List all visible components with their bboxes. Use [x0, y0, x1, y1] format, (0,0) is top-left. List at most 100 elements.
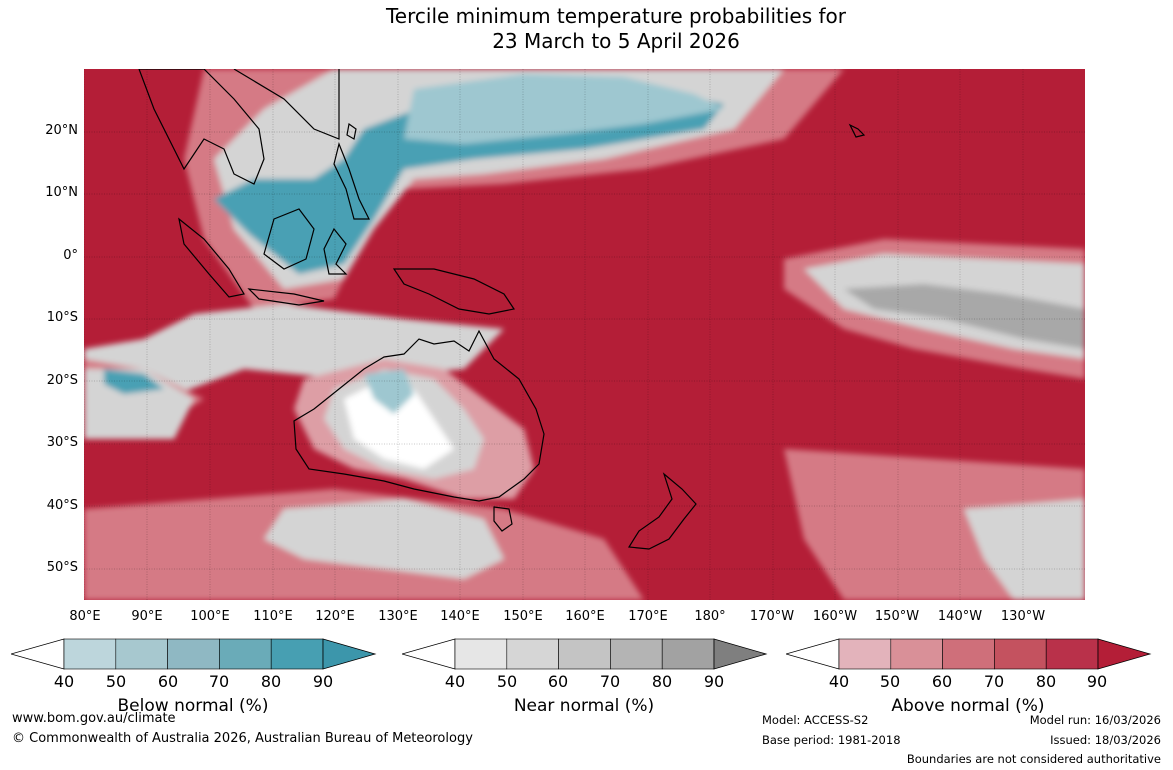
map-title: Tercile minimum temperature probabilitie… [0, 4, 1173, 54]
near-normal-swatch-40 [454, 638, 508, 670]
graticule [84, 69, 1085, 600]
lat-label-10n: 10°N [45, 185, 78, 200]
above-normal-swatch-40 [838, 638, 892, 670]
above-normal-extend-low [786, 638, 840, 670]
west-below [104, 369, 164, 394]
below-normal-swatch-40 [63, 638, 117, 670]
java-coast [247, 288, 325, 306]
lon-label-170w: 170°W [749, 609, 795, 624]
new-guinea-coast [392, 268, 515, 315]
near-normal-swatch-80 [661, 638, 715, 670]
near-normal-extend-low [402, 638, 456, 670]
near-tick-60: 60 [547, 672, 569, 691]
below-normal-swatch-70 [219, 638, 272, 670]
probability-map [84, 69, 1085, 600]
near-normal-extend-high [713, 638, 768, 670]
near-tick-90: 90 [703, 672, 725, 691]
southern-ocean-near [264, 499, 504, 579]
lat-label-30s: 30°S [46, 435, 78, 450]
hawaii-coast [848, 123, 866, 138]
above-normal-swatch-80 [1045, 638, 1099, 670]
australia-below [364, 369, 414, 414]
near-tick-40: 40 [444, 672, 466, 691]
model-text: Model: ACCESS-S2 [762, 713, 869, 727]
below-normal-swatch-80 [270, 638, 324, 670]
lon-label-170e: 170°E [628, 609, 668, 624]
lon-label-100e: 100°E [190, 609, 230, 624]
north-pacific-below-light [404, 74, 724, 144]
lat-label-0: 0° [63, 248, 78, 263]
australia-white [344, 379, 454, 469]
model-run-text: Model run: 16/03/2026 [1029, 713, 1161, 727]
coastlines [138, 69, 866, 550]
above-normal-swatch-50 [890, 638, 943, 670]
lat-label-50s: 50°S [46, 560, 78, 575]
title-line-1: Tercile minimum temperature probabilitie… [385, 4, 847, 28]
issued-text: Issued: 18/03/2026 [1050, 733, 1161, 747]
above-tick-70: 70 [983, 672, 1005, 691]
near-tick-80: 80 [651, 672, 673, 691]
disclaimer-text: Boundaries are not considered authoritat… [906, 752, 1161, 766]
taiwan-coast [346, 122, 357, 140]
near-tick-50: 50 [496, 672, 518, 691]
lon-label-140w: 140°W [937, 609, 983, 624]
lat-label-10s: 10°S [46, 310, 78, 325]
southeast-near [964, 499, 1085, 600]
lon-label-110e: 110°E [253, 609, 293, 624]
indochina-coast [138, 69, 265, 185]
lon-label-160e: 160°E [565, 609, 605, 624]
lat-label-40s: 40°S [46, 498, 78, 513]
copyright-text: © Commonwealth of Australia 2026, Austra… [12, 731, 473, 746]
above-tick-90: 90 [1086, 672, 1108, 691]
sumatra-coast [178, 217, 245, 298]
tasmania-coast [493, 506, 513, 532]
lon-label-150e: 150°E [503, 609, 543, 624]
new-zealand-coast [627, 472, 697, 550]
lon-label-160w: 160°W [812, 609, 858, 624]
above-normal-colorbar [786, 638, 1152, 670]
above-normal-label: Above normal (%) [891, 696, 1045, 716]
above-tick-40: 40 [828, 672, 850, 691]
lon-label-80e: 80°E [69, 609, 101, 624]
below-normal-extend-high [322, 638, 377, 670]
below-tick-50: 50 [105, 672, 127, 691]
near-normal-swatch-50 [506, 638, 559, 670]
north-pacific-below [214, 84, 724, 274]
lon-label-130e: 130°E [378, 609, 418, 624]
lon-label-90e: 90°E [131, 609, 163, 624]
lat-label-20s: 20°S [46, 373, 78, 388]
lon-label-140e: 140°E [440, 609, 480, 624]
below-tick-90: 90 [312, 672, 334, 691]
above-tick-60: 60 [931, 672, 953, 691]
below-normal-swatch-50 [115, 638, 168, 670]
below-normal-label: Below normal (%) [117, 696, 269, 716]
below-tick-70: 70 [208, 672, 230, 691]
below-tick-40: 40 [53, 672, 75, 691]
lon-label-180: 180° [694, 609, 726, 624]
east-pacific-near-dark [844, 284, 1085, 349]
below-normal-swatch-60 [167, 638, 220, 670]
lon-label-150w: 150°W [874, 609, 920, 624]
above-normal-swatch-60 [942, 638, 995, 670]
near-normal-swatch-60 [558, 638, 611, 670]
title-line-2: 23 March to 5 April 2026 [492, 29, 740, 53]
australia-coast [293, 329, 545, 502]
near-normal-swatch-70 [610, 638, 663, 670]
lat-label-20n: 20°N [45, 123, 78, 138]
below-normal-colorbar [11, 638, 377, 670]
sulawesi-coast [323, 227, 348, 275]
below-tick-60: 60 [157, 672, 179, 691]
base-period-text: Base period: 1981-2018 [762, 733, 901, 747]
below-normal-extend-low [11, 638, 65, 670]
website-link[interactable]: www.bom.gov.au/climate [12, 711, 176, 726]
above-normal-swatch-70 [994, 638, 1047, 670]
above-tick-50: 50 [879, 672, 901, 691]
indian-ocean-near [84, 304, 504, 399]
lon-label-120e: 120°E [315, 609, 355, 624]
above-tick-80: 80 [1035, 672, 1057, 691]
near-normal-colorbar [402, 638, 768, 670]
near-normal-label: Near normal (%) [513, 696, 655, 716]
above-normal-extend-high [1097, 638, 1152, 670]
below-tick-80: 80 [260, 672, 282, 691]
borneo-coast [263, 208, 315, 270]
